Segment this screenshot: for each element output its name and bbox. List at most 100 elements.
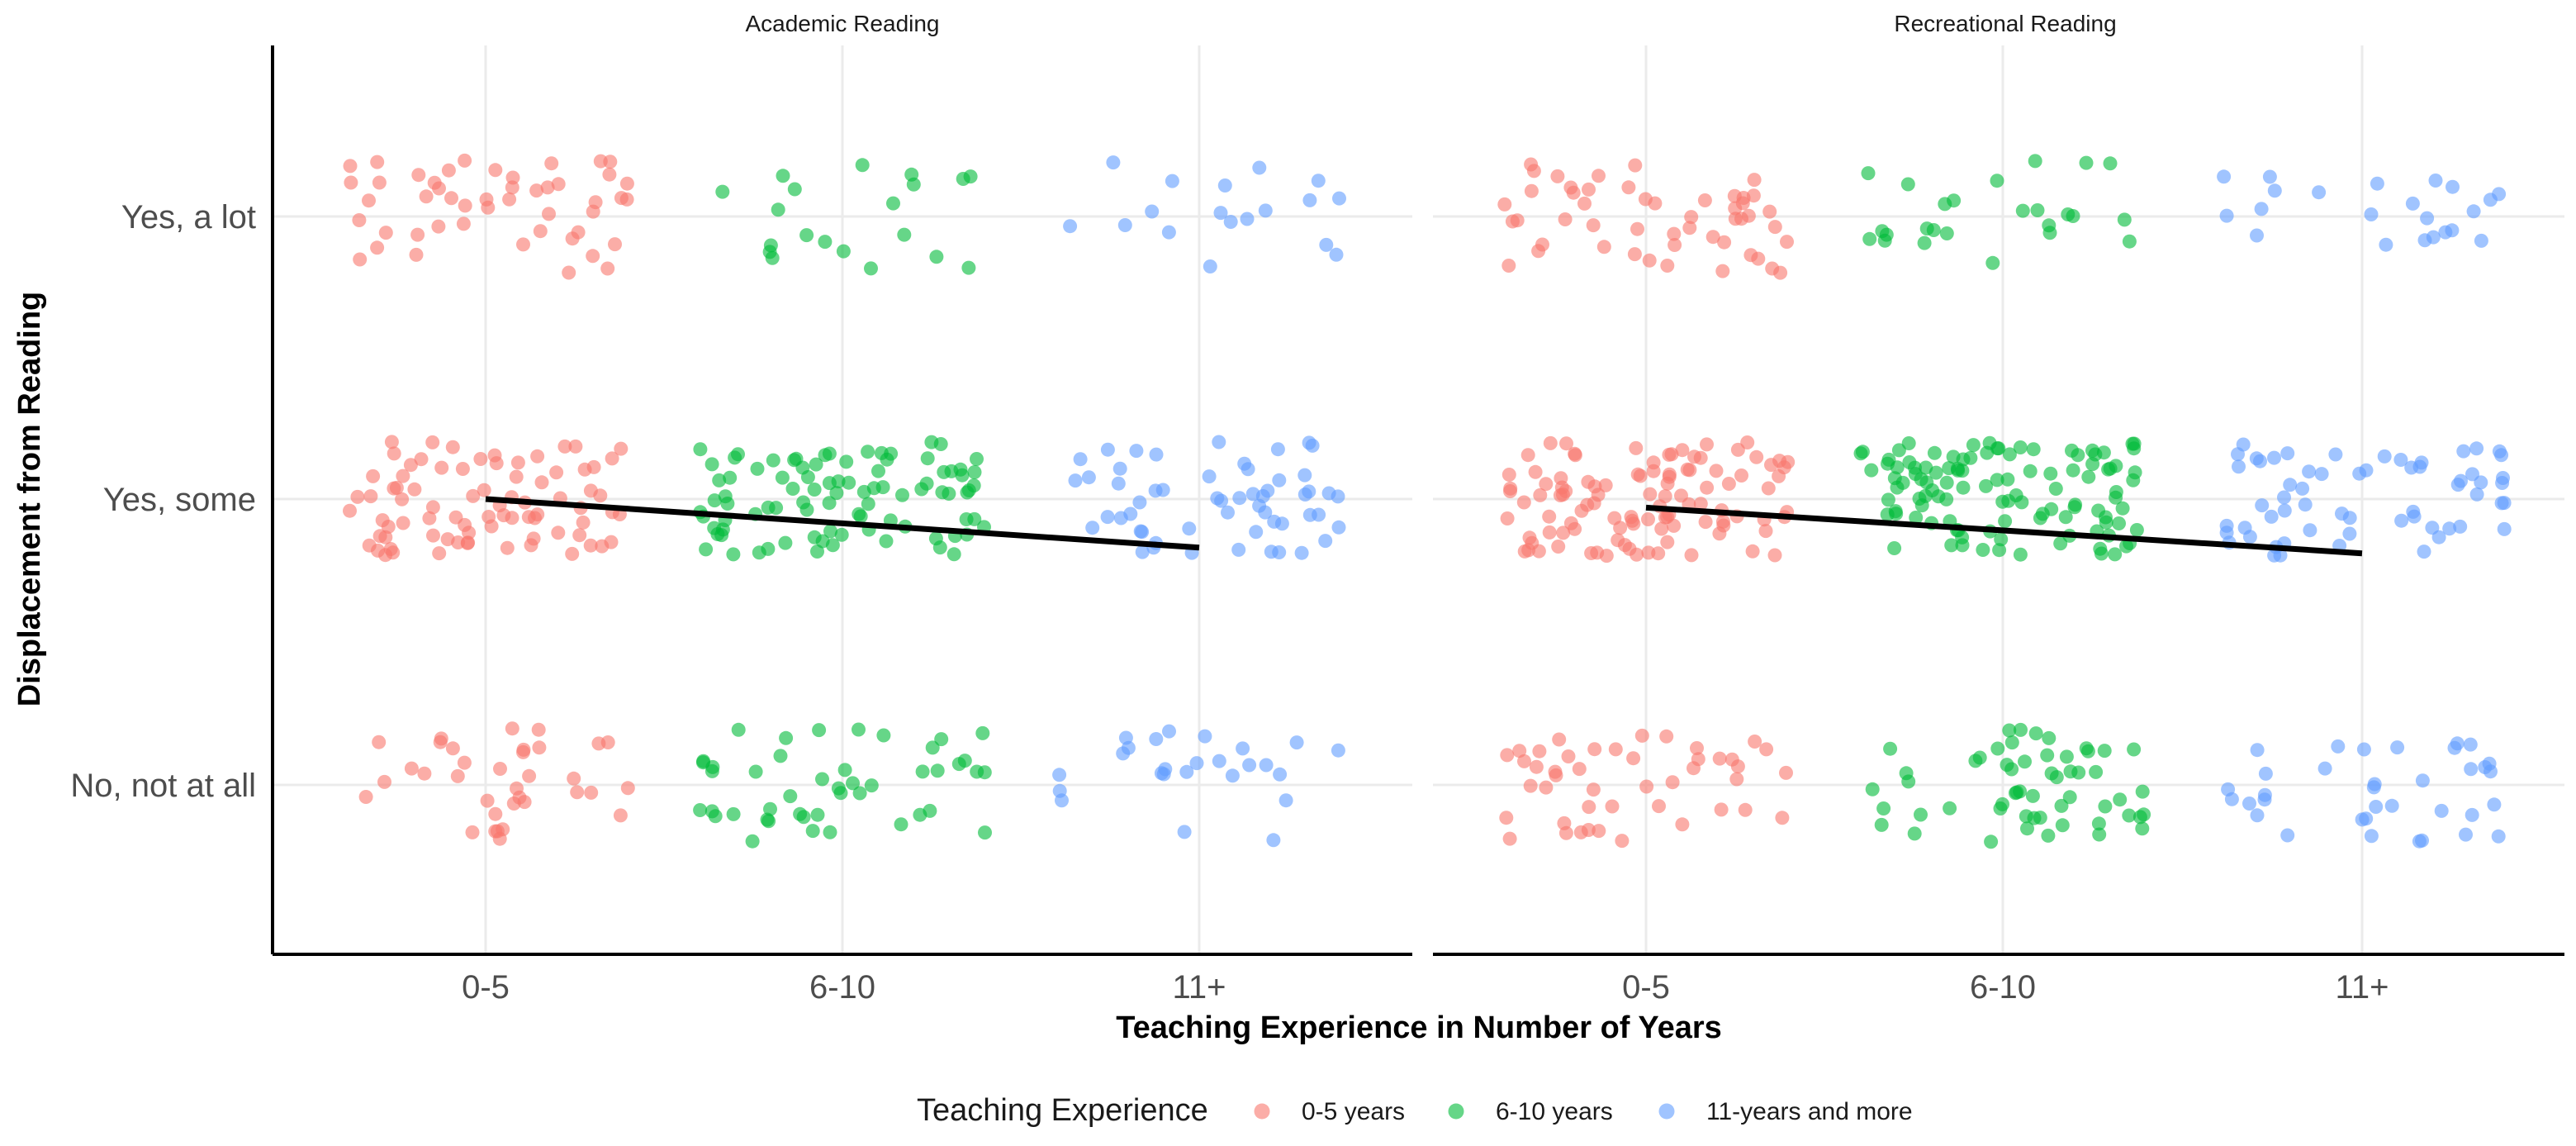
data-point [1660, 259, 1675, 273]
data-point [2053, 536, 2068, 551]
data-point [1520, 448, 1535, 463]
data-point [839, 454, 854, 469]
data-point [1586, 782, 1601, 797]
data-point [1862, 231, 1877, 246]
data-point [1581, 474, 1596, 489]
data-point [1217, 178, 1232, 193]
data-point [530, 449, 545, 464]
data-point [2267, 450, 2281, 465]
data-point [433, 735, 448, 749]
data-point [1266, 833, 1281, 848]
data-point [2059, 749, 2074, 764]
data-point [516, 237, 530, 252]
facet-title: Academic Reading [745, 11, 939, 36]
data-point [1641, 512, 1655, 526]
data-point [1297, 468, 1312, 483]
data-point [1628, 158, 1643, 173]
data-point [2113, 792, 2128, 807]
data-point [2049, 770, 2064, 785]
data-point [1984, 835, 1999, 849]
data-point [1931, 489, 1946, 504]
data-point [2262, 169, 2277, 184]
data-point [619, 192, 634, 207]
data-point [557, 439, 572, 454]
data-point [510, 455, 525, 470]
data-point [2250, 228, 2264, 243]
data-point [540, 180, 555, 195]
data-point [1500, 511, 1515, 525]
legend-label: 11-years and more [1706, 1098, 1913, 1125]
data-point [2295, 481, 2310, 496]
data-point [1068, 473, 1083, 488]
data-point [1927, 445, 1942, 460]
data-point [1210, 491, 1225, 506]
data-point [1539, 477, 1554, 492]
data-point [2109, 490, 2123, 505]
data-point [1668, 238, 1682, 252]
data-point [1112, 461, 1127, 476]
data-point [1272, 473, 1287, 487]
data-point [2079, 155, 2094, 170]
data-point [1728, 201, 1743, 216]
data-point [2066, 463, 2080, 478]
data-point [1667, 226, 1682, 241]
data-point [823, 825, 837, 839]
data-point [1242, 758, 1257, 773]
data-point [1662, 447, 1677, 462]
data-point [761, 500, 776, 515]
data-point [1634, 728, 1649, 743]
data-point [1505, 214, 1520, 229]
data-point [458, 153, 472, 168]
data-point [1901, 436, 1916, 450]
data-point [1968, 754, 1983, 768]
data-point [2355, 812, 2370, 827]
data-point [386, 545, 401, 560]
data-point [370, 240, 385, 255]
data-point [1939, 475, 1954, 490]
data-point [1889, 506, 1904, 521]
data-point [1919, 221, 1934, 236]
data-point [542, 207, 556, 221]
data-point [2062, 790, 2077, 805]
data-point [481, 200, 496, 215]
legend-key [1658, 1103, 1675, 1120]
data-point [1891, 443, 1906, 458]
data-point [1626, 751, 1641, 766]
data-point [2370, 176, 2384, 191]
data-point [846, 776, 860, 791]
data-point [2356, 742, 2371, 757]
data-point [1231, 542, 1246, 557]
data-point [2450, 736, 2465, 751]
data-point [705, 759, 720, 774]
data-point [796, 810, 811, 825]
data-point [1730, 442, 1745, 457]
data-point [704, 457, 719, 472]
data-point [2463, 737, 2478, 752]
data-point [1561, 749, 1576, 763]
data-point [930, 763, 945, 778]
data-point [425, 500, 440, 515]
data-point [457, 755, 472, 770]
data-point [1129, 444, 1144, 459]
data-point [2453, 519, 2468, 534]
data-point [852, 786, 867, 801]
data-point [466, 488, 481, 503]
data-point [1674, 488, 1688, 503]
data-point [1501, 259, 1516, 273]
data-point [1743, 248, 1758, 263]
data-point [2277, 490, 2291, 505]
data-point [825, 538, 840, 553]
data-point [712, 473, 727, 487]
data-point [425, 435, 440, 449]
data-point [937, 464, 951, 479]
data-point [923, 803, 937, 818]
data-point [384, 435, 399, 449]
data-point [1331, 743, 1345, 758]
data-point [879, 534, 894, 549]
data-point [1979, 478, 1993, 493]
data-point [1302, 484, 1316, 499]
data-point [2359, 463, 2374, 478]
data-point [861, 497, 875, 511]
data-point [1270, 442, 1285, 457]
data-point [919, 476, 934, 491]
